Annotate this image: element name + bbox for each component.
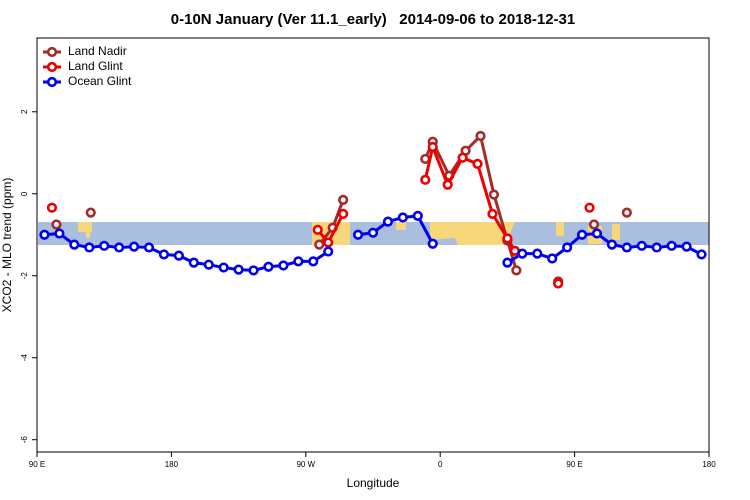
point [293,256,304,267]
point [488,189,500,200]
point [412,210,423,221]
point [502,257,513,268]
point [517,248,528,259]
point [85,207,96,218]
point [233,264,244,275]
point [46,202,58,213]
plot-frame [36,37,710,453]
land-patch [86,232,90,238]
point [606,239,618,250]
point [51,219,62,230]
point [352,229,364,240]
point [442,179,453,190]
point [397,212,408,223]
point [576,229,588,240]
y-tick-label: 2 [20,109,29,114]
point [114,242,125,253]
point [511,265,522,276]
point [666,240,677,251]
point [203,259,214,270]
point [532,248,543,259]
point [553,278,564,289]
legend-marker [46,61,58,73]
point [143,242,155,253]
point [457,152,468,163]
legend-label: Land Glint [68,59,123,73]
point [173,250,184,261]
point [420,174,431,185]
legend-label: Ocean Glint [68,74,132,88]
point [314,239,325,250]
point [323,237,334,248]
point [39,229,50,240]
point [562,242,573,253]
y-tick-label: 0 [20,191,29,196]
y-tick-label: -2 [20,272,29,280]
point [367,227,379,238]
point [99,240,110,251]
x-tick-label: 90 W [296,460,315,469]
point [84,242,95,253]
x-tick-label: 90 E [566,460,582,469]
chart-title: 0-10N January (Ver 11.1_early) 2014-09-0… [171,11,575,28]
x-tick-label: 0 [438,460,443,469]
legend-marker [46,76,58,88]
y-tick-label: -4 [20,354,29,362]
point [54,228,65,239]
point [427,141,438,153]
point [475,130,486,142]
x-axis-label: Longitude [347,476,400,490]
point [218,262,229,273]
point [338,208,349,219]
point [487,208,498,219]
point [323,246,334,257]
point [278,260,289,271]
land-patch [430,222,515,245]
point [427,238,438,249]
y-tick-label: -6 [20,436,29,444]
point [69,239,80,250]
x-tick-label: 90 E [29,460,45,469]
point [382,216,394,227]
point [588,219,600,230]
point [472,158,483,169]
point [584,202,595,213]
point [696,249,707,260]
point [502,233,513,244]
point [158,249,170,260]
point [591,228,603,239]
point [338,194,349,206]
x-tick-label: 180 [702,460,716,469]
point [128,241,140,252]
point [621,242,632,253]
point [248,265,259,276]
point [312,224,323,235]
land-patch [612,224,620,240]
point [188,257,199,268]
x-tick-label: 180 [165,460,179,469]
point [621,207,632,218]
y-axis-label: XCO2 - MLO trend (ppm) [0,178,14,313]
legend-marker [46,46,58,58]
point [547,253,558,264]
legend-label: Land Nadir [68,44,127,58]
point [420,153,431,165]
series-line [319,136,627,270]
land-patch [556,222,564,236]
point [636,240,647,251]
point [263,261,274,272]
land-patch [396,222,406,230]
point [681,241,692,252]
point [308,256,319,267]
point [651,242,662,253]
land-patch [78,222,92,232]
